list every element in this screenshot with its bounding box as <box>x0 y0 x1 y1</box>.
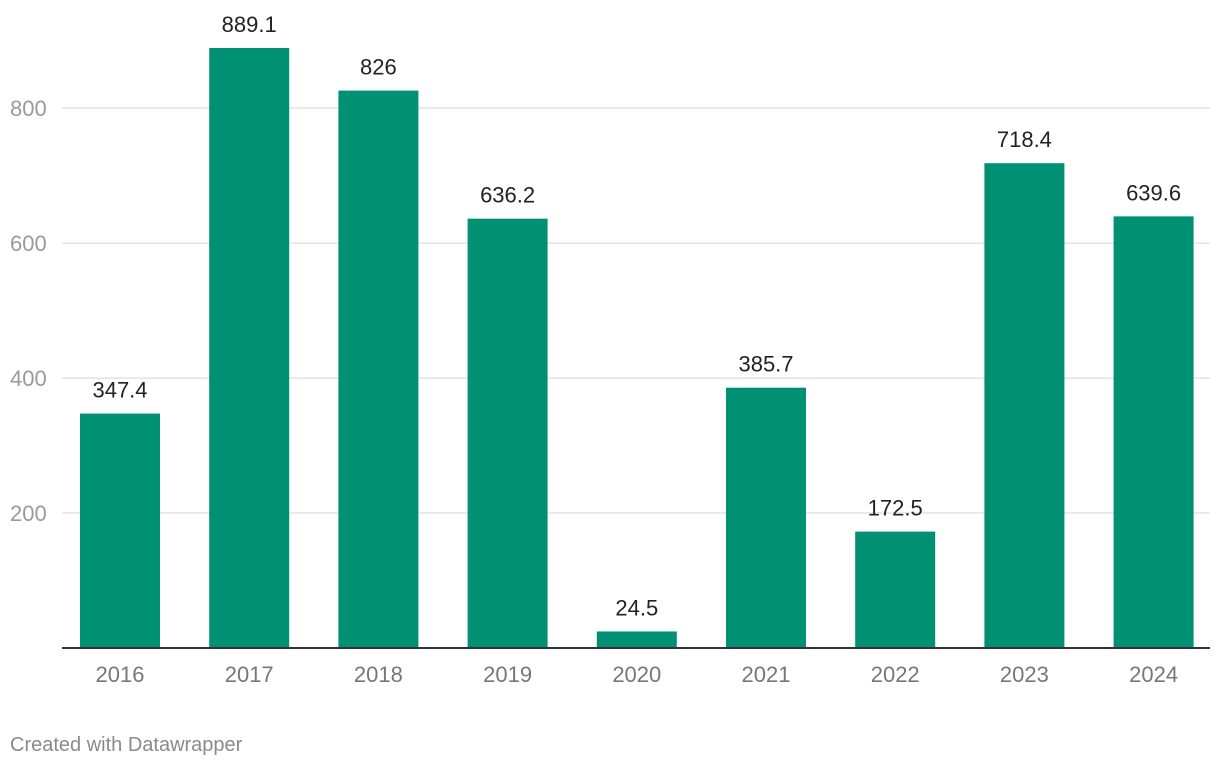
x-tick-label-2023: 2023 <box>1000 662 1049 687</box>
bar-2024 <box>1113 216 1194 649</box>
bar-2022 <box>855 531 936 648</box>
data-label-2020: 24.5 <box>615 595 658 620</box>
y-tick-label-400: 400 <box>10 366 47 391</box>
bar-2017 <box>209 48 290 648</box>
data-label-2024: 639.6 <box>1126 180 1181 205</box>
x-tick-label-2019: 2019 <box>483 662 532 687</box>
x-tick-label-2024: 2024 <box>1129 662 1178 687</box>
footer-credit: Created with Datawrapper <box>10 734 243 756</box>
data-label-2018: 826 <box>360 55 397 80</box>
data-label-2023: 718.4 <box>997 127 1052 152</box>
bar-2018 <box>338 90 419 648</box>
x-tick-label-2021: 2021 <box>742 662 791 687</box>
x-tick-label-2016: 2016 <box>96 662 145 687</box>
data-label-2021: 385.7 <box>738 352 793 377</box>
bar-chart: 200 400 600 800 347.4 2016 889.1 2017 826 2018 636… <box>10 12 1210 687</box>
x-tick-label-2018: 2018 <box>354 662 403 687</box>
y-tick-label-800: 800 <box>10 96 47 121</box>
x-tick-label-2020: 2020 <box>612 662 661 687</box>
x-tick-label-2022: 2022 <box>871 662 920 687</box>
bar-2021 <box>726 387 806 648</box>
data-label-2017: 889.1 <box>222 12 277 37</box>
bar-2016 <box>80 413 160 648</box>
chart-canvas: 200 400 600 800 347.4 2016 889.1 2017 826 2018 636… <box>10 12 1210 687</box>
data-label-2019: 636.2 <box>480 183 535 208</box>
bar-2023 <box>984 163 1065 649</box>
bar-2019 <box>467 218 548 648</box>
y-tick-label-600: 600 <box>10 231 47 256</box>
y-tick-label-200: 200 <box>10 501 47 526</box>
x-tick-label-2017: 2017 <box>225 662 274 687</box>
data-label-2022: 172.5 <box>868 496 923 521</box>
data-label-2016: 347.4 <box>92 378 147 403</box>
bar-2020 <box>596 631 677 648</box>
